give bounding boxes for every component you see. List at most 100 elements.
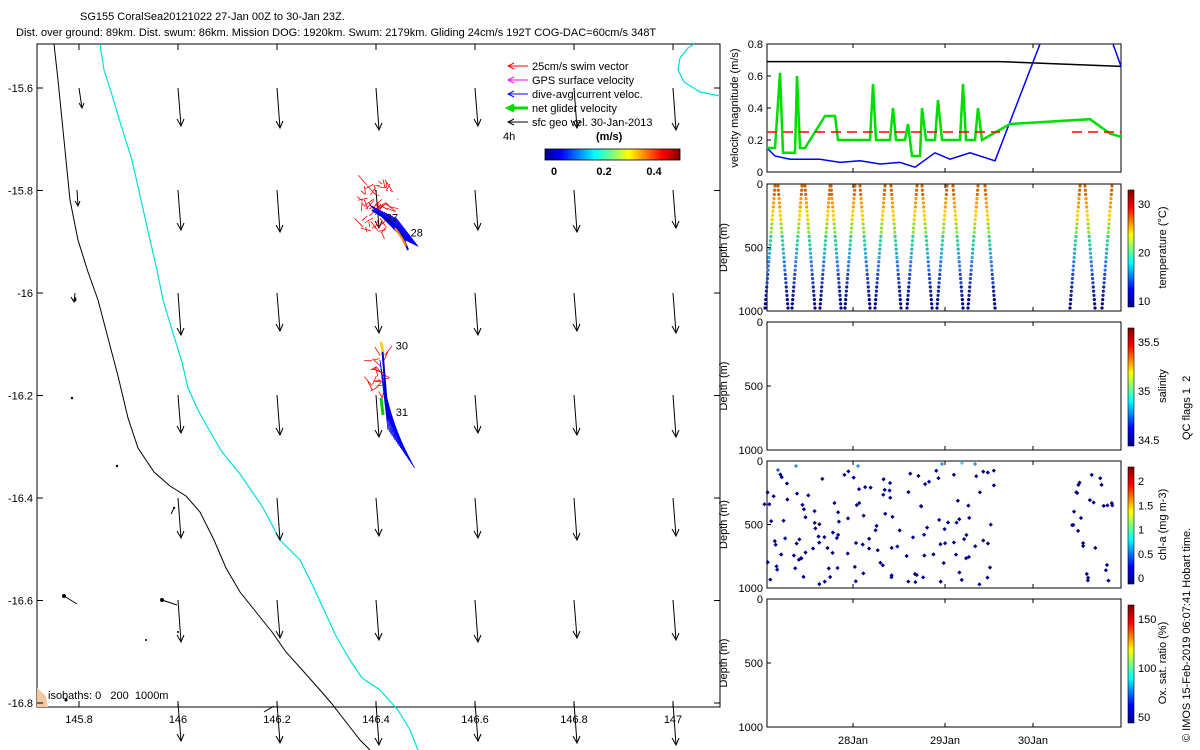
temperature-dot (778, 205, 782, 209)
time-tick-label: 28Jan (838, 735, 868, 747)
chla-dot (774, 564, 779, 569)
temperature-dot (935, 306, 939, 310)
temperature-dot (937, 281, 941, 285)
swim-vector (377, 380, 383, 387)
current-arrow (375, 292, 380, 334)
temperature-dot (877, 255, 881, 260)
temperature-dot (783, 272, 787, 276)
isobath-200m (53, 43, 371, 750)
salinity-colorbar (1127, 327, 1135, 447)
temperature-dot (764, 289, 768, 293)
temperature-dot (1068, 302, 1072, 306)
chla-dot (938, 579, 943, 584)
chla-dot (957, 517, 962, 522)
current-arrow (78, 87, 83, 109)
temperature-dot (825, 222, 829, 226)
temperature-dot (879, 230, 883, 234)
chla-dot (785, 497, 790, 502)
temperature-dot (899, 306, 903, 310)
current-arrow (672, 189, 677, 229)
temperature-dot (960, 297, 964, 302)
velocity-ylabel: velocity magnitude (m/s) (729, 48, 741, 167)
chla-dot (963, 556, 969, 561)
temperature-dot (968, 276, 973, 281)
temperature-dot (891, 205, 895, 209)
temperature-dot (891, 209, 895, 213)
temperature-dot (925, 247, 929, 251)
current-arrow-head (374, 429, 383, 439)
temperature-dot (784, 281, 788, 285)
salinity-frame (766, 321, 1122, 451)
current-arrow (474, 394, 479, 434)
chla-dot (938, 542, 943, 547)
temperature-dot (1108, 205, 1112, 209)
temperature-dot (803, 188, 807, 192)
temperature-dot (859, 192, 863, 197)
y-tick-label: 1000 (739, 445, 763, 457)
current-arrow (276, 189, 281, 233)
temperature-dot (1077, 201, 1081, 205)
velocity-black-line (767, 60, 1122, 68)
temperature-dot (772, 192, 776, 197)
time-label: 4h (503, 131, 515, 143)
x-tick-label: 146.6 (461, 714, 489, 726)
chla-dot (853, 579, 858, 584)
chla-dot (890, 514, 895, 520)
y-tick-label: 0 (757, 594, 763, 606)
temperature-dot (851, 209, 855, 213)
temperature-dot (792, 285, 796, 289)
temperature-dot (1107, 218, 1111, 222)
chla-dot (1101, 503, 1106, 509)
temperature-dot (786, 302, 790, 306)
swim-vector (361, 201, 363, 212)
current-arrow (672, 87, 677, 131)
temperature-dot (1072, 255, 1076, 260)
temperature-dot (1104, 251, 1109, 255)
temperature-dot (906, 297, 910, 302)
temperature-dot (820, 276, 825, 281)
temperature-dot (912, 213, 917, 218)
temperature-dot (859, 201, 863, 205)
day-label: 27 (386, 212, 398, 224)
chla-dot (857, 500, 862, 506)
qc-flags: QC flags 1 2 (1181, 376, 1193, 440)
legend-swatch-head (506, 90, 515, 98)
temperature-dot (915, 188, 919, 192)
current-arrow (573, 292, 578, 332)
temperature-dot (860, 213, 865, 218)
temperature-dot (1086, 222, 1090, 226)
temperature-dot (889, 188, 893, 192)
temperature-dot (862, 234, 866, 239)
temperature-dot (794, 260, 798, 264)
temperature-dot (809, 264, 814, 268)
chla-dot (1086, 575, 1091, 580)
current-arrow (474, 87, 479, 127)
current-arrow (474, 292, 479, 336)
temperature-dot (822, 260, 826, 264)
temperature-dot (928, 281, 932, 285)
temperature-dot (967, 297, 971, 302)
chla-dot (845, 516, 851, 521)
swim-vector (372, 358, 381, 367)
temperature-dot (835, 255, 839, 260)
legend-label: 25cm/s swim vector (532, 61, 629, 73)
temperature-dot (897, 281, 901, 285)
temperature-dot (874, 289, 878, 293)
current-arrow (573, 189, 578, 233)
temperature-dot (1093, 302, 1097, 306)
temperature-dot (1105, 243, 1109, 247)
chla-dot (875, 548, 880, 553)
colorbar-tick-label: 1 (1138, 525, 1144, 537)
temperature-dot (777, 192, 781, 197)
chla-dot (987, 565, 993, 570)
chla-dot (977, 582, 982, 587)
temperature-dot (776, 188, 780, 192)
temperature-dot (1110, 184, 1114, 188)
temperature-dot (925, 243, 929, 247)
temperature-dot (1087, 230, 1091, 234)
temperature-dot (793, 264, 798, 268)
current-vector (387, 416, 415, 469)
temperature-dot (875, 285, 879, 289)
temperature-dot (835, 264, 840, 268)
chla-dot (830, 530, 836, 535)
